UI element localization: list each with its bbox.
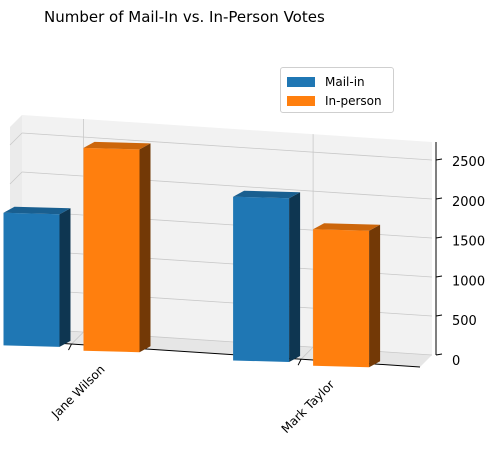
- gridline-side: [9, 171, 23, 185]
- y-tick-mark: [435, 275, 443, 278]
- x-tick-label: Mark Taylor: [279, 377, 338, 436]
- legend-swatch-in-person: [287, 95, 315, 106]
- bar-top-face: [3, 206, 71, 215]
- gridline: [21, 132, 433, 161]
- bars: [3, 141, 381, 368]
- bar-side-face: [139, 143, 151, 353]
- legend-item-in-person: In-person: [287, 91, 387, 110]
- legend-label-in-person: In-person: [325, 93, 382, 108]
- bar-side-face: [289, 192, 301, 362]
- legend-item-mail-in: Mail-in: [287, 72, 387, 91]
- y-tick-label: 1500: [452, 235, 485, 250]
- bar-front-face: [83, 147, 140, 353]
- bar-front-face: [313, 229, 370, 368]
- bar-front-face: [3, 212, 60, 347]
- y-tick-label: 2500: [452, 155, 485, 170]
- x-tick-mark: [297, 358, 302, 366]
- legend: Mail-in In-person: [280, 67, 394, 113]
- bar-top-face: [233, 190, 301, 199]
- y-axis-ticks: 0 500 1000 1500 2000 2500: [435, 155, 485, 369]
- y-tick-mark: [435, 236, 443, 239]
- y-tick-label: 0: [452, 354, 460, 369]
- chart-title: Number of Mail-In vs. In-Person Votes: [44, 8, 325, 26]
- y-tick-label: 2000: [452, 195, 485, 210]
- legend-label-mail-in: Mail-in: [325, 74, 365, 89]
- x-tick-label: Jane Wilson: [48, 362, 108, 422]
- bar-mail-in-mark-taylor: [233, 190, 301, 362]
- bar-side-face: [59, 208, 71, 347]
- x-tick-mark: [68, 343, 72, 351]
- y-tick-label: 500: [452, 314, 477, 329]
- gridline-side: [9, 132, 23, 146]
- gridline-floor: [71, 331, 84, 345]
- gridline-floor: [300, 346, 314, 360]
- legend-swatch-mail-in: [287, 76, 315, 87]
- y-tick-mark: [435, 314, 443, 317]
- bar-side-face: [369, 224, 381, 368]
- y-tick-mark: [435, 158, 443, 161]
- bar-top-face: [83, 141, 151, 150]
- y-tick-mark: [435, 353, 443, 356]
- bar-top-face: [313, 223, 381, 231]
- y-tick-label: 1000: [452, 274, 485, 289]
- bar-front-face: [233, 196, 290, 362]
- bar-in-person-jane-wilson: [83, 141, 151, 353]
- y-tick-mark: [435, 197, 443, 200]
- bar-in-person-mark-taylor: [313, 223, 381, 368]
- bar-mail-in-jane-wilson: [3, 206, 71, 347]
